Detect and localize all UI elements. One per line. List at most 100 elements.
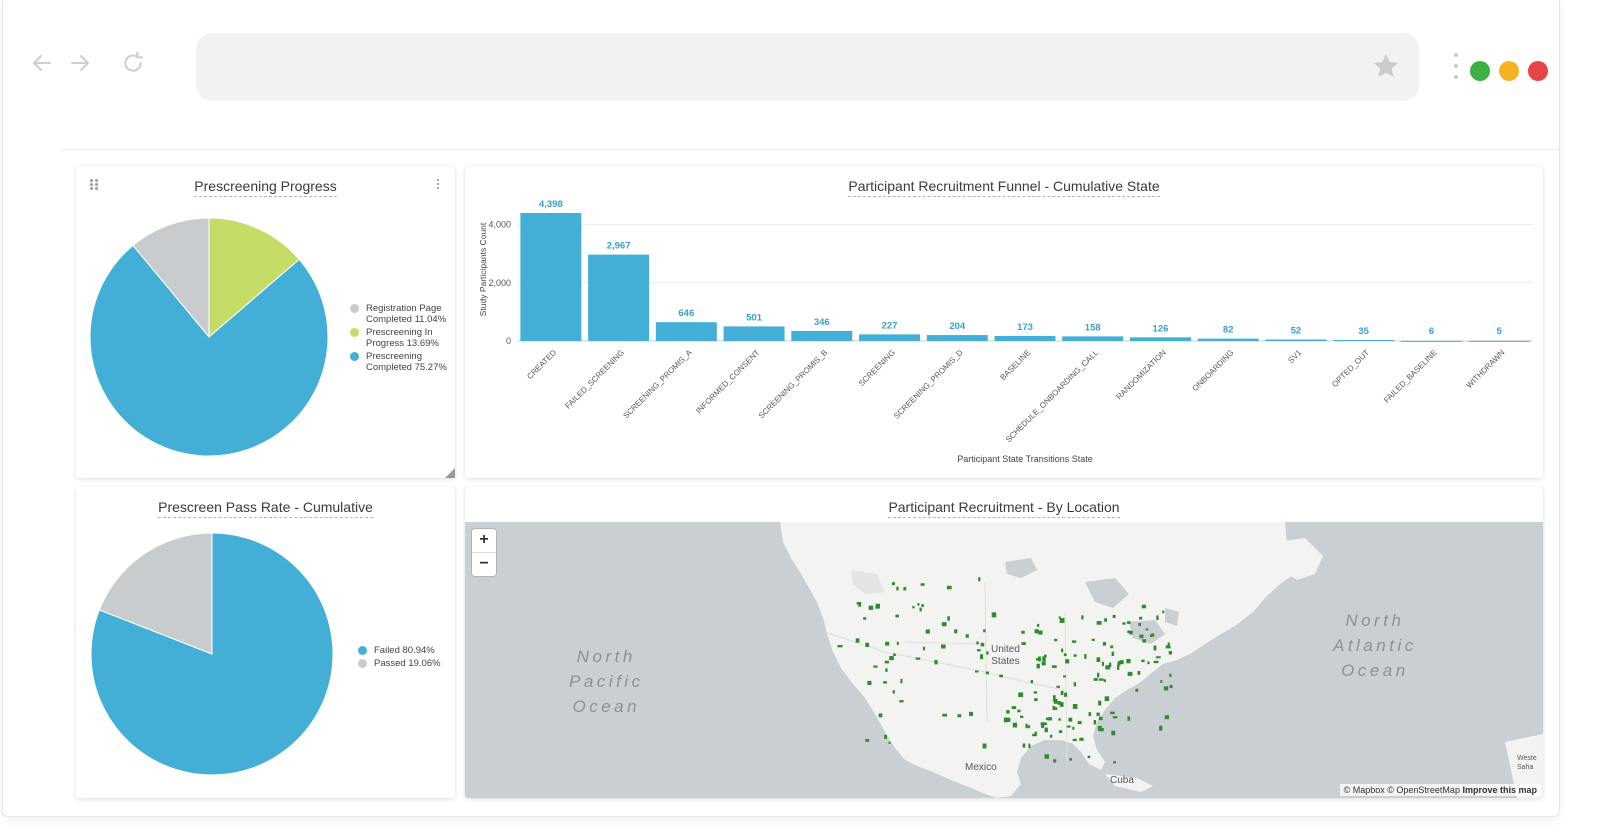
location-marker (1058, 616, 1061, 619)
location-marker (1098, 678, 1104, 681)
forward-button[interactable] (63, 46, 97, 80)
bar-baseline[interactable] (994, 335, 1056, 341)
location-marker (891, 582, 895, 586)
legend-label: Registration Page (366, 303, 442, 314)
x-tick-label: FAILED_BASELINE (1382, 348, 1439, 405)
bar-screening-promis-a[interactable] (655, 322, 717, 341)
location-marker (1034, 629, 1039, 634)
legend-item[interactable]: Registration Page Completed 11.04% (350, 303, 447, 325)
improve-map-link[interactable]: Improve this map (1462, 785, 1537, 795)
location-marker (1058, 718, 1061, 721)
prescreening-progress-legend: Registration Page Completed 11.04% Prescre… (350, 303, 447, 375)
bar-onboarding[interactable] (1197, 338, 1259, 341)
bar-value-label: 4,398 (539, 199, 563, 210)
bar-created[interactable] (520, 212, 582, 341)
zoom-in-button[interactable]: + (479, 531, 489, 548)
bar-screening-promis-d[interactable] (926, 335, 988, 341)
location-marker (1003, 717, 1008, 723)
panel-title: Prescreening Progress (76, 178, 455, 197)
y-tick-label: 0 (506, 336, 511, 346)
bar-value-label: 501 (746, 312, 763, 323)
x-tick-label: FAILED_SCREENING (563, 348, 626, 411)
location-marker (1098, 700, 1102, 706)
x-tick-label: RANDOMIZATION (1114, 348, 1168, 402)
legend-label: Progress 13.69% (366, 338, 439, 349)
location-marker (1053, 698, 1058, 704)
location-marker (1053, 695, 1056, 700)
location-marker (1068, 717, 1073, 722)
arrow-right-icon (71, 55, 89, 71)
window-control-green[interactable] (1470, 61, 1490, 81)
pie-slice-prescreening-in-progress[interactable] (208, 217, 300, 339)
location-marker (1127, 716, 1131, 721)
map-canvas[interactable]: North Pacific Ocean North Atlantic Ocean Uni… (465, 522, 1543, 798)
bar-schedule-onboarding-call[interactable] (1062, 336, 1124, 341)
bar-value-label: 52 (1291, 325, 1302, 336)
location-marker (1079, 737, 1084, 741)
reload-button[interactable] (116, 46, 150, 80)
pass-rate-legend: Failed 80.94% Passed 19.06% (358, 645, 441, 671)
legend-label: Completed 75.27% (366, 362, 447, 373)
location-marker (942, 713, 948, 717)
location-marker (1101, 661, 1104, 667)
location-marker (1044, 727, 1048, 733)
location-marker (1127, 630, 1132, 634)
bar-opted-out[interactable] (1333, 339, 1395, 341)
location-marker (1052, 705, 1055, 708)
location-marker (1051, 665, 1057, 668)
pie-slice-registration-page-completed[interactable] (132, 217, 210, 339)
location-marker (1053, 759, 1057, 763)
pie-slice-passed[interactable] (98, 532, 213, 655)
location-marker (1050, 734, 1053, 738)
location-marker (1019, 715, 1024, 718)
location-marker (878, 713, 883, 718)
legend-label: Passed 19.06% (374, 658, 441, 669)
location-marker (1077, 720, 1082, 725)
location-marker (1105, 665, 1110, 670)
window-control-yellow[interactable] (1499, 61, 1519, 81)
panel-title: Prescreen Pass Rate - Cumulative (76, 499, 455, 518)
legend-item[interactable]: Prescreening Completed 75.27% (350, 351, 447, 373)
location-marker (978, 577, 981, 582)
location-marker (946, 585, 952, 590)
drag-handle-icon[interactable] (90, 179, 100, 191)
location-marker (982, 743, 987, 749)
zoom-out-button[interactable]: − (472, 552, 496, 576)
bar-randomization[interactable] (1129, 337, 1191, 341)
address-bar[interactable] (196, 33, 1419, 101)
x-tick-label: SCREENING (857, 348, 897, 388)
location-marker (884, 660, 890, 664)
location-marker (1087, 755, 1091, 759)
legend-item[interactable]: Prescreening In Progress 13.69% (350, 327, 447, 349)
window-control-red[interactable] (1528, 61, 1548, 81)
bar-withdrawn[interactable] (1468, 340, 1530, 342)
bar-screening[interactable] (859, 334, 921, 341)
bar-informed-consent[interactable] (723, 326, 785, 341)
location-marker (1073, 654, 1077, 657)
bar-failed-screening[interactable] (588, 254, 650, 341)
panel-menu-icon[interactable] (435, 179, 441, 193)
resize-handle-icon[interactable] (445, 468, 455, 478)
location-marker (1119, 660, 1124, 665)
bar-screening-promis-b[interactable] (791, 330, 853, 341)
bookmark-button[interactable] (1371, 51, 1401, 81)
legend-item[interactable]: Passed 19.06% (358, 658, 441, 669)
location-marker (1111, 730, 1116, 736)
bar-failed-baseline[interactable] (1400, 340, 1462, 342)
place-label-partial: Weste Saha (1517, 755, 1537, 771)
bar-value-label: 5 (1496, 326, 1502, 337)
back-button[interactable] (25, 46, 59, 80)
bar-sv1[interactable] (1265, 339, 1327, 341)
pass-rate-panel: Prescreen Pass Rate - Cumulative Failed … (76, 487, 455, 798)
legend-swatch (358, 659, 367, 668)
location-marker (1030, 680, 1034, 684)
location-marker (1011, 706, 1017, 710)
legend-item[interactable]: Failed 80.94% (358, 645, 441, 656)
location-marker (1112, 614, 1116, 618)
pie-slice-prescreening-completed[interactable] (89, 244, 329, 457)
browser-menu-button[interactable] (1450, 53, 1462, 89)
location-marker (1018, 692, 1024, 698)
location-marker (1033, 691, 1038, 694)
location-marker (1135, 688, 1139, 692)
location-marker (1038, 630, 1043, 635)
